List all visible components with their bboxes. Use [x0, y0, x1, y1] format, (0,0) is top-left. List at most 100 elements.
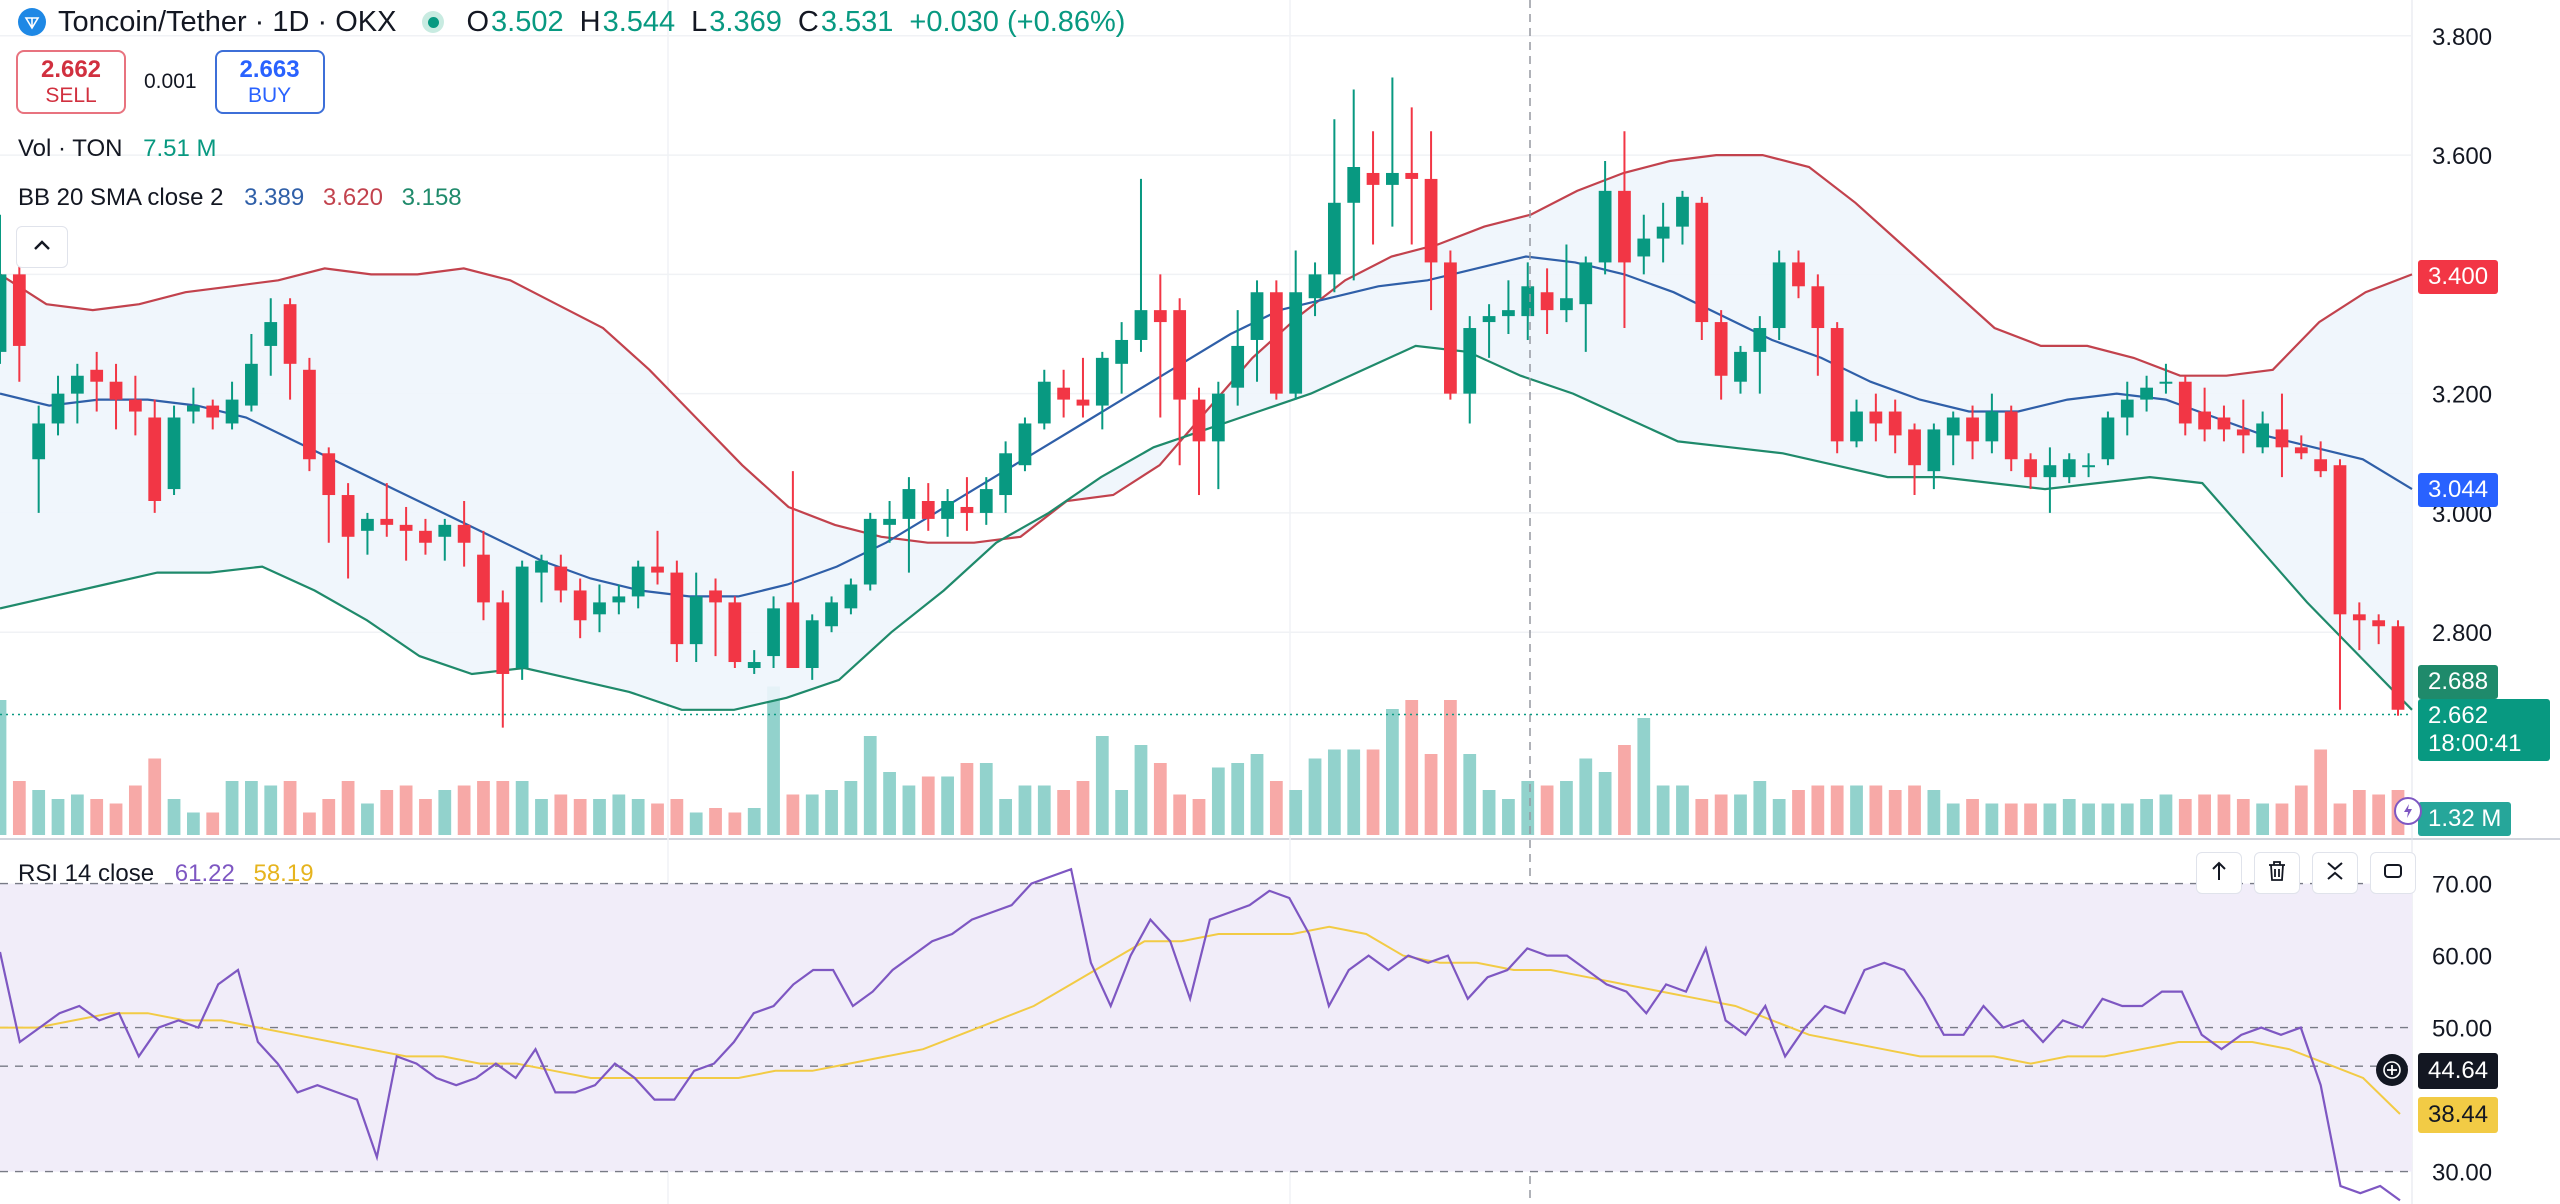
candle-body	[90, 369, 104, 382]
candle-body	[1637, 238, 1651, 257]
candle-body	[70, 375, 84, 394]
volume-bar	[1289, 790, 1303, 835]
sell-label: SELL	[45, 84, 97, 108]
candle-body	[651, 566, 664, 573]
candle-body	[399, 524, 413, 531]
buy-button[interactable]: 2.663 BUY	[214, 50, 325, 114]
candle-body	[361, 518, 374, 531]
candle-body	[1095, 357, 1109, 406]
volume-bar	[167, 799, 181, 835]
close-label: C	[797, 6, 819, 38]
volume-legend[interactable]: Vol · TON 7.51 M	[18, 135, 217, 163]
volume-bar	[535, 799, 548, 835]
volume-bar	[1927, 790, 1941, 835]
volume-bar	[361, 803, 374, 835]
candle-body	[747, 662, 761, 668]
candle-body	[206, 405, 220, 418]
volume-bar	[941, 776, 954, 835]
candle-body	[1366, 172, 1380, 185]
rsi-legend[interactable]: RSI 14 close 61.22 58.19	[18, 860, 314, 888]
rsi-pane	[0, 867, 2412, 1202]
volume-bar	[1502, 799, 1515, 835]
volume-bar	[303, 812, 316, 835]
volume-bar	[515, 781, 529, 835]
bb-legend[interactable]: BB 20 SMA close 2 3.389 3.620 3.158	[18, 184, 462, 212]
volume-bar	[1076, 781, 1090, 835]
collapse-pane-button[interactable]	[2312, 852, 2358, 894]
candle-body	[1327, 202, 1341, 275]
candle-body	[1482, 316, 1496, 323]
high-label: H	[579, 6, 601, 38]
volume-bar	[225, 781, 239, 835]
candle-body	[1792, 262, 1805, 287]
volume-bar	[1966, 799, 1979, 835]
lightning-icon[interactable]	[2394, 797, 2422, 825]
delete-pane-button[interactable]	[2254, 852, 2300, 894]
candle-body	[1308, 274, 1322, 299]
volume-bar	[2082, 803, 2095, 835]
candle-body	[554, 566, 568, 591]
y-tick-label: 2.800	[2432, 620, 2492, 647]
volume-bar	[419, 799, 432, 835]
candle-body	[2140, 387, 2153, 400]
bb-upper-value: 3.620	[322, 184, 383, 211]
candle-body	[1579, 262, 1593, 305]
candle-body	[1153, 310, 1167, 323]
volume-bar	[90, 799, 104, 835]
bb-upper-line	[0, 154, 2413, 544]
symbol-title[interactable]: Toncoin/Tether · 1D · OKX	[58, 6, 397, 38]
volume-bar	[70, 794, 84, 835]
open-value: 3.502	[491, 6, 564, 38]
candle-body	[2352, 614, 2366, 621]
volume-bar	[148, 758, 162, 835]
volume-bar	[399, 785, 413, 835]
volume-bar	[1153, 763, 1167, 835]
collapse-legend-button[interactable]	[16, 226, 68, 268]
volume-bar	[902, 785, 916, 835]
volume-bar	[1637, 718, 1651, 835]
candle-body	[2372, 620, 2386, 627]
move-pane-up-button[interactable]	[2196, 852, 2242, 894]
candle-body	[148, 417, 162, 501]
bb-basis-value: 3.389	[244, 184, 305, 211]
volume-bar	[747, 808, 761, 835]
volume-bar	[709, 808, 722, 835]
candle-body	[689, 596, 703, 645]
volume-bar	[1676, 785, 1689, 835]
volume-bar	[2004, 803, 2018, 835]
volume-bar	[1869, 785, 1883, 835]
open-label: O	[466, 6, 490, 38]
sell-button[interactable]: 2.662 SELL	[16, 50, 126, 114]
volume-bar	[2275, 803, 2289, 835]
last-price-value: 2.662	[2428, 702, 2489, 729]
candle-body	[902, 489, 916, 519]
volume-bar	[921, 776, 935, 835]
volume-bar	[1269, 781, 1283, 835]
symbol-header: Toncoin/Tether · 1D · OKX O 3.502 H 3.544 …	[18, 2, 1141, 42]
candle-body	[2043, 465, 2057, 478]
volume-bar	[2024, 803, 2037, 835]
candle-body	[1173, 310, 1187, 400]
chart-overlay	[0, 0, 2412, 1204]
volume-bar	[1173, 794, 1187, 835]
status-dot-icon	[422, 11, 445, 33]
volume-bar	[1734, 794, 1747, 835]
volume-bar	[12, 781, 26, 835]
rsi-legend-label: RSI 14 close	[18, 860, 155, 887]
maximize-pane-button[interactable]	[2370, 852, 2416, 894]
maximize-icon	[2382, 861, 2404, 886]
candle-body	[1540, 292, 1554, 311]
volume-bar	[1308, 758, 1322, 835]
close-value: 3.531	[820, 6, 894, 38]
candle-body	[1444, 262, 1457, 394]
candle-body	[1347, 167, 1361, 203]
candle-body	[1502, 310, 1515, 317]
volume-bar	[1018, 785, 1032, 835]
volume-bar	[380, 790, 394, 835]
candle-body	[805, 620, 819, 668]
candle-body	[2256, 423, 2270, 448]
add-plus-icon[interactable]	[2376, 1054, 2408, 1086]
candle-body	[1037, 381, 1051, 424]
candle-body	[1869, 411, 1883, 424]
